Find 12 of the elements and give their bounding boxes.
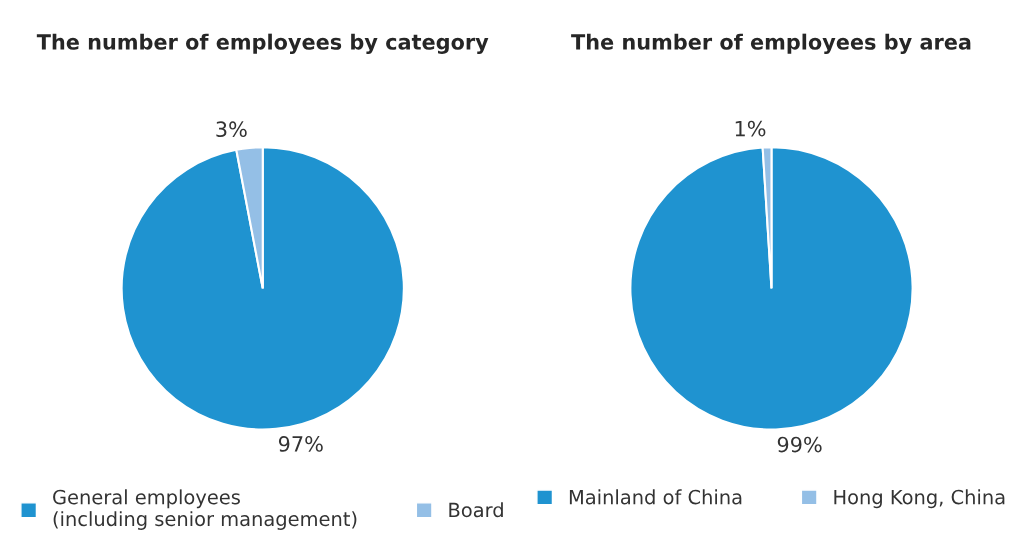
legend-label: General employees (including senior management) [53,489,357,530]
legend-label: Mainland of China [569,489,742,505]
pie-slice [120,146,405,431]
data-label: 1% [735,120,766,137]
legend-label: Hong Kong, China [834,489,1005,509]
data-label: 3% [216,121,247,138]
data-label: 99% [777,436,822,453]
chart-title: The number of employees by area [571,33,971,54]
data-label: 97% [278,436,323,452]
legend-label: Board [449,502,503,518]
chart-title: The number of employees by category [36,33,489,54]
pie-slice [629,146,914,431]
